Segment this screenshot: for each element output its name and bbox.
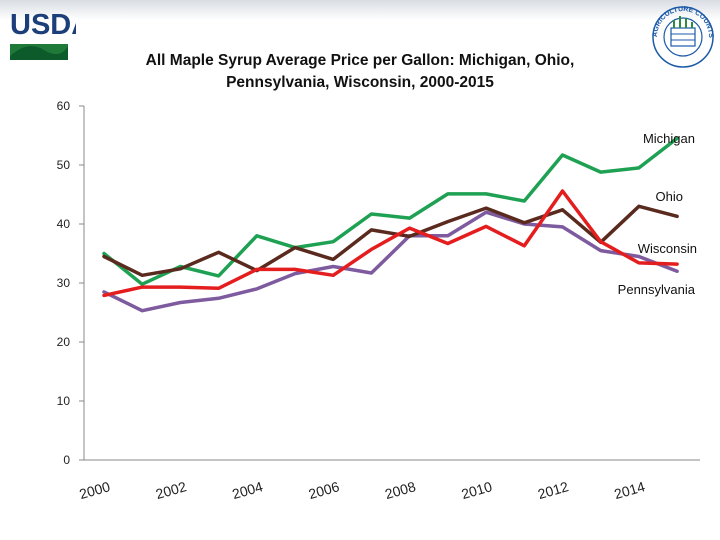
y-tick-label: 30 — [57, 276, 71, 290]
series-line-michigan — [102, 136, 679, 286]
chart-title: All Maple Syrup Average Price per Gallon… — [100, 50, 620, 94]
chart-series-labels: Michigan Ohio Wisconsin Pennsylvania — [618, 131, 697, 297]
y-tick-label: 50 — [57, 158, 71, 172]
series-label-wisconsin: Wisconsin — [638, 241, 697, 256]
agriculture-counts-seal: AGRICULTURE COUNTS — [652, 6, 714, 68]
x-tick-label: 2004 — [230, 478, 265, 502]
x-tick-label: 2014 — [612, 478, 647, 502]
x-tick-label: 2012 — [536, 478, 571, 502]
chart-title-line-2: Pennsylvania, Wisconsin, 2000-2015 — [226, 74, 494, 91]
series-line-ohio — [102, 204, 679, 278]
series-line-pennsylvania — [102, 210, 679, 313]
chart-title-line-1: All Maple Syrup Average Price per Gallon… — [145, 52, 575, 69]
header-band — [0, 0, 720, 20]
y-tick-label: 20 — [57, 335, 71, 349]
x-tick-label: 2008 — [383, 478, 418, 502]
series-label-michigan: Michigan — [643, 131, 695, 146]
series-label-ohio: Ohio — [656, 189, 683, 204]
chart-series-layer — [102, 136, 679, 313]
x-tick-label: 2010 — [459, 478, 494, 502]
y-tick-label: 60 — [57, 99, 71, 113]
chart-axes: 0 10 20 30 40 50 60 2000 2002 2004 2006 2008 2010 201… — [57, 99, 700, 502]
x-tick-label: 2002 — [154, 478, 189, 502]
series-line-wisconsin — [102, 189, 679, 298]
series-label-pennsylvania: Pennsylvania — [618, 282, 696, 297]
y-tick-label: 10 — [57, 394, 71, 408]
y-tick-label: 40 — [57, 217, 71, 231]
y-tick-label: 0 — [63, 453, 70, 467]
x-tick-label: 2006 — [307, 478, 342, 502]
x-tick-label: 2000 — [77, 478, 112, 502]
